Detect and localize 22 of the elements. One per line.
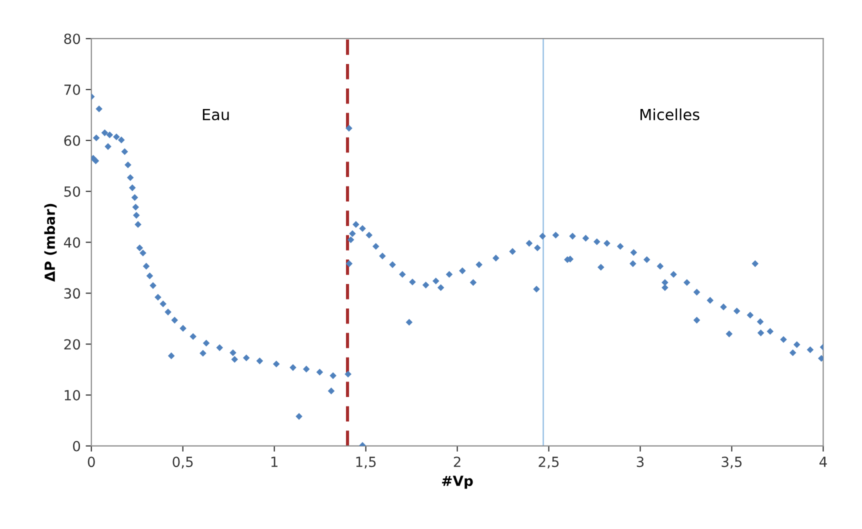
x-tick-label: 3 xyxy=(636,456,644,468)
x-tick-label: 0,5 xyxy=(172,456,193,469)
annotation: Eau xyxy=(202,108,229,120)
y-tick-label: 10 xyxy=(64,390,80,401)
x-axis-title: #Vp xyxy=(442,476,473,489)
annotation: Micelles xyxy=(640,108,700,120)
y-tick-label: 30 xyxy=(64,288,80,299)
y-tick-label: 20 xyxy=(64,339,80,350)
y-tick-label: 50 xyxy=(64,186,80,197)
y-axis-title: ΔP (mbar) xyxy=(44,204,57,282)
y-tick-label: 70 xyxy=(64,84,80,96)
y-tick-label: 80 xyxy=(64,34,80,44)
x-tick-label: 4 xyxy=(819,456,827,467)
x-tick-label: 1 xyxy=(271,456,278,467)
x-tick-label: 1,5 xyxy=(356,456,376,469)
x-tick-label: 0 xyxy=(88,456,95,468)
y-tick-label: 40 xyxy=(64,237,80,248)
x-tick-label: 3,5 xyxy=(722,456,742,469)
x-tick-label: 2 xyxy=(454,456,460,467)
x-tick-label: 2,5 xyxy=(538,456,559,469)
y-tick-label: 60 xyxy=(64,135,80,146)
y-tick-label: 0 xyxy=(73,440,80,452)
